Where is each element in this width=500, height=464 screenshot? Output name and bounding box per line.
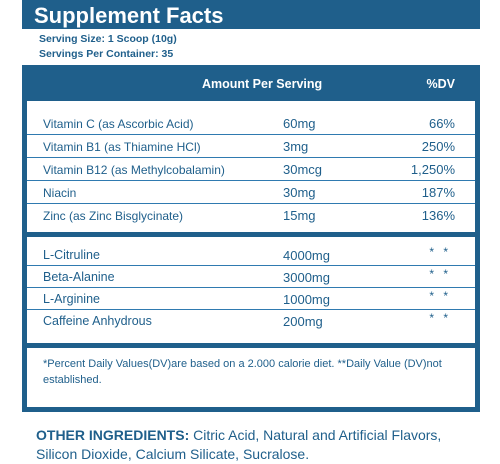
nutrient-name: Vitamin C (as Ascorbic Acid) (43, 117, 194, 131)
table-row: L-Arginine 1000mg * * (27, 288, 475, 310)
nutrient-name: Niacin (43, 186, 77, 200)
table-row: Niacin 30mg 187% (27, 181, 475, 204)
serving-info: Serving Size: 1 Scoop (10g) Servings Per… (22, 29, 480, 65)
active-ingredient-rows: L-Citruline 4000mg * * Beta-Alanine 3000… (27, 244, 475, 332)
ingredient-name: L-Arginine (43, 292, 100, 306)
panel-title: Supplement Facts (34, 3, 224, 28)
serving-size: Serving Size: 1 Scoop (10g) (39, 33, 177, 45)
dv-not-established-marker: * * (429, 267, 451, 281)
dv-not-established-marker: * * (429, 311, 451, 325)
other-ingredients-label: OTHER INGREDIENTS: (36, 427, 190, 443)
supplement-facts-panel: Supplement Facts Serving Size: 1 Scoop (… (22, 0, 480, 412)
column-header-band (22, 67, 480, 101)
nutrient-name: Vitamin B1 (as Thiamine HCl) (43, 140, 201, 154)
ingredient-amount: 3000mg (283, 270, 330, 285)
column-header: Amount Per Serving %DV (27, 67, 475, 101)
ingredient-amount: 200mg (283, 314, 323, 329)
nutrient-amount: 30mg (283, 185, 316, 200)
section-divider (27, 343, 475, 348)
nutrient-amount: 30mcg (283, 162, 323, 177)
ingredient-name: L-Citruline (43, 248, 100, 262)
nutrient-name: Vitamin B12 (as Methylcobalamin) (43, 163, 225, 177)
nutrient-dv: 187% (421, 185, 455, 200)
table-row: Caffeine Anhydrous 200mg * * (27, 310, 475, 332)
other-ingredients-text: Citric Acid, Natural and Artificial Flav… (36, 427, 442, 462)
dv-column-label: %DV (426, 77, 455, 91)
table-row: Vitamin B1 (as Thiamine HCl) 3mg 250% (27, 135, 475, 158)
nutrient-dv: 66% (428, 116, 455, 131)
ingredient-name: Caffeine Anhydrous (43, 314, 152, 328)
nutrient-dv: 1,250% (410, 162, 455, 177)
ingredient-name: Beta-Alanine (43, 270, 115, 284)
ingredient-amount: 1000mg (283, 292, 330, 307)
nutrient-dv: 136% (421, 208, 455, 223)
nutrient-amount: 60mg (283, 116, 316, 131)
amount-column-label: Amount Per Serving (202, 77, 323, 91)
table-row: L-Citruline 4000mg * * (27, 244, 475, 266)
dv-not-established-marker: * * (429, 245, 451, 259)
table-row: Vitamin B12 (as Methylcobalamin) 30mcg 1… (27, 158, 475, 181)
section-divider (27, 232, 475, 237)
dv-not-established-marker: * * (429, 289, 451, 303)
table-row: Vitamin C (as Ascorbic Acid) 60mg 66% (27, 112, 475, 135)
vitamin-rows: Vitamin C (as Ascorbic Acid) 60mg 66% Vi… (27, 112, 475, 227)
nutrient-amount: 3mg (283, 139, 309, 154)
other-ingredients: OTHER INGREDIENTS: Citric Acid, Natural … (36, 426, 476, 464)
servings-per-container: Servings Per Container: 35 (39, 48, 174, 60)
nutrient-name: Zinc (as Zinc Bisglycinate) (43, 209, 184, 223)
nutrient-dv: 250% (421, 139, 455, 154)
nutrient-amount: 15mg (283, 208, 316, 223)
ingredient-amount: 4000mg (283, 248, 330, 263)
table-row: Zinc (as Zinc Bisglycinate) 15mg 136% (27, 204, 475, 227)
table-row: Beta-Alanine 3000mg * * (27, 266, 475, 288)
daily-value-footnote: *Percent Daily Values(DV)are based on a … (43, 358, 442, 386)
